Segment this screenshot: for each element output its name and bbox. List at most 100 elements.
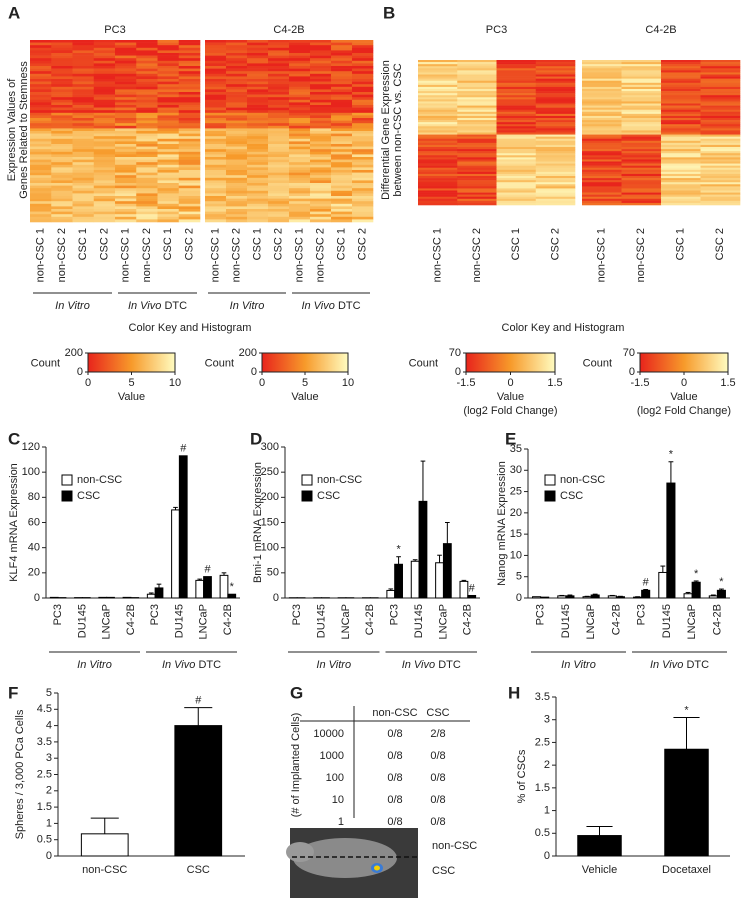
y-tick-label: 10 [510,549,522,561]
heatmap-cell [418,168,458,170]
key-y-tick-label: 0 [251,366,257,378]
heatmap-cell [115,180,137,183]
heatmap-cell [226,105,247,108]
bar [541,597,549,598]
heatmap-cell [418,151,458,153]
heatmap-cell [73,95,95,98]
heatmap-cell [701,106,741,108]
heatmap-cell [205,43,226,46]
x-tick-label: LNCaP [198,604,210,639]
heatmap-cell [352,178,373,181]
heatmap-cell [205,144,226,147]
heatmap-cell [497,157,537,159]
heatmap-cell [701,193,741,195]
significance-mark: * [230,581,235,593]
heatmap-cell [497,151,537,153]
heatmap-cell [205,131,226,134]
heatmap-cell [73,144,95,147]
heatmap-cell [30,69,52,72]
y-tick-label: 2.5 [535,736,550,748]
heatmap-cell [247,43,268,46]
heatmap-cell [701,155,741,157]
heatmap-cell [179,53,201,56]
heatmap-cell [582,191,622,193]
group-label: In Vivo DTC [301,300,360,312]
heatmap-cell [94,188,116,191]
heatmap-cell [136,160,158,163]
heatmap-cell [158,105,180,108]
heatmap-cell [582,170,622,172]
heatmap-cell [226,71,247,74]
heatmap-cell [179,157,201,160]
heatmap-cell [536,79,576,81]
heatmap-cell [115,199,137,202]
heatmap-cell [158,128,180,131]
heatmap-cell [536,118,576,120]
heatmap-cell [268,89,289,92]
bar [684,594,692,598]
heatmap-cell [418,153,458,155]
heatmap-cell [226,209,247,212]
bar [179,456,187,598]
heatmap-cell [226,157,247,160]
heatmap-cell [268,165,289,168]
heatmap-cell [701,126,741,128]
heatmap-cell [536,120,576,122]
heatmap-cell [622,149,662,151]
heatmap-cell [115,63,137,66]
heatmap-cell [268,66,289,69]
heatmap-cell [310,188,331,191]
heatmap-cell [497,128,537,130]
heatmap-cell [115,128,137,131]
heatmap-cell [661,89,701,91]
heatmap-cell [179,84,201,87]
heatmap-cell [418,89,458,91]
heatmap-cell [268,76,289,79]
heatmap-cell [331,217,352,220]
heatmap-cell [30,188,52,191]
x-tick-label: PC3 [389,604,401,625]
heatmap-cell [582,120,622,122]
heatmap-cell [661,118,701,120]
heatmap-cell [582,184,622,186]
heatmap-cell [622,188,662,190]
heatmap-cell [247,170,268,173]
heatmap-cell [94,115,116,118]
heatmap-cell [622,191,662,193]
heatmap-cell [457,126,497,128]
heatmap-cell [418,184,458,186]
heatmap-cell [661,180,701,182]
heatmap-cell [115,217,137,220]
heatmap-cell [73,217,95,220]
heatmap-cell [73,196,95,199]
heatmap-cell [418,172,458,174]
heatmap-cell [158,191,180,194]
heatmap-cell [310,209,331,212]
heatmap-cell [582,99,622,101]
heatmap-cell [51,193,73,196]
heatmap-cell [352,102,373,105]
heatmap-cell [73,186,95,189]
heatmap-cell [247,173,268,176]
heatmap-cell [352,165,373,168]
heatmap-cell [158,149,180,152]
x-tick-label: DU145 [315,604,327,638]
heatmap-cell [247,201,268,204]
heatmap-cell [179,58,201,61]
heatmap-cell [701,77,741,79]
heatmap-cell [136,84,158,87]
heatmap-cell [51,139,73,142]
heatmap-cell [179,178,201,181]
heatmap-cell [331,212,352,215]
heatmap-cell [661,101,701,103]
heatmap-cell [457,166,497,168]
heatmap-cell [226,191,247,194]
heatmap-cell [331,199,352,202]
heatmap-cell [73,56,95,59]
heatmap-cell [310,217,331,220]
heatmap-cell [622,72,662,74]
column-label: CSC 2 [714,228,726,260]
heatmap-cell [268,196,289,199]
heatmap-cell [582,147,622,149]
heatmap-cell [661,201,701,203]
